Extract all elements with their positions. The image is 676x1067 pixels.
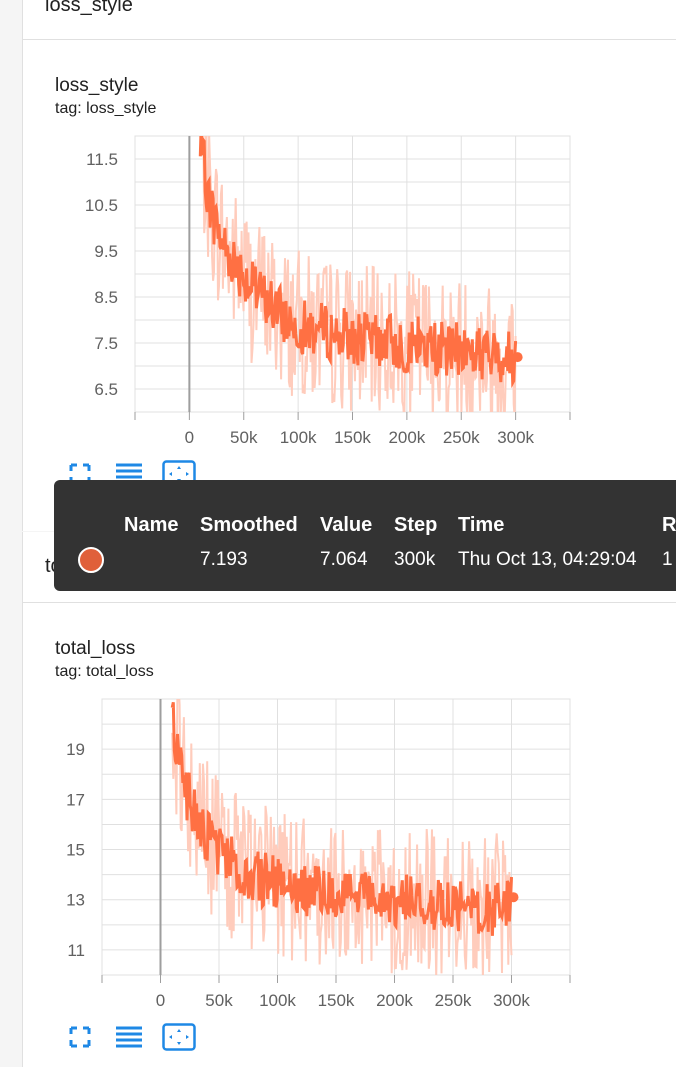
x-tick-label: 200k [388,428,425,447]
x-tick-label: 150k [318,991,355,1010]
smoothed-series-line [198,136,518,389]
tooltip-smoothed-value: 7.193 [200,549,248,570]
tooltip-raw-value: 7.064 [320,549,368,570]
section-header-loss-style[interactable]: loss_style [22,0,676,40]
x-tick-label: 50k [205,991,233,1010]
tooltip-header-time: Time [458,514,505,536]
x-tick-label: 250k [443,428,480,447]
tooltip-header-name: Name [124,514,179,536]
tooltip-header-step: Step [394,514,438,536]
toggle-y-log-icon[interactable] [112,1022,146,1052]
chart-title: total_loss [55,638,136,659]
tooltip-header-value: Value [320,514,373,536]
x-tick-label: 250k [435,991,472,1010]
chart-card-total-loss [22,603,676,1067]
y-tick-label: 9.5 [94,242,118,261]
y-tick-label: 11 [67,941,85,960]
y-tick-label: 6.5 [94,380,118,399]
tooltip-run-marker [78,547,104,573]
chart-tooltip: Name Smoothed Value Step Time R 7.193 7.… [54,480,676,591]
chart-grid [134,135,571,413]
x-tick-label: 300k [497,428,534,447]
tooltip-header-smoothed: Smoothed [200,514,298,536]
x-tick-label: 150k [334,428,371,447]
x-tick-label: 200k [376,991,413,1010]
smoothed-series-line [170,702,513,936]
y-tick-label: 17 [66,790,85,809]
x-tick-label: 100k [280,428,317,447]
fullscreen-icon[interactable] [63,1022,97,1052]
fit-domain-icon[interactable] [162,1022,196,1052]
tooltip-header-relative: R [662,514,676,536]
tooltip-relative-value: 1 [662,549,673,570]
chart-title: loss_style [55,75,139,96]
total-loss-chart[interactable]: 0 50k 100k 150k 200k 250k 300k 11 13 15 17 19 [35,693,580,1013]
x-tick-label: 0 [185,428,194,447]
tooltip-time-value: Thu Oct 13, 04:29:04 [458,549,637,570]
y-tick-label: 13 [66,891,85,910]
y-tick-label: 10.5 [85,196,118,215]
loss-style-chart[interactable]: 0 50k 100k 150k 200k 250k 300k 6.5 7.5 8.5 9.5 10.5… [60,130,580,450]
y-tick-label: 11.5 [86,150,118,169]
x-tick-label: 0 [156,991,165,1010]
tooltip-step-value: 300k [394,549,436,570]
y-tick-label: 7.5 [94,334,118,353]
y-tick-label: 15 [66,841,85,860]
x-tick-label: 50k [230,428,258,447]
last-point-marker [508,892,519,903]
y-tick-label: 19 [66,740,85,759]
toggle-y-log-icon[interactable] [112,459,146,489]
y-tick-label: 8.5 [94,288,118,307]
x-tick-label: 300k [493,991,530,1010]
section-header-label: loss_style [45,0,133,16]
x-tick-label: 100k [259,991,296,1010]
chart-tag: tag: total_loss [55,663,154,680]
chart-tag: tag: loss_style [55,100,157,117]
last-point-marker [512,352,523,363]
